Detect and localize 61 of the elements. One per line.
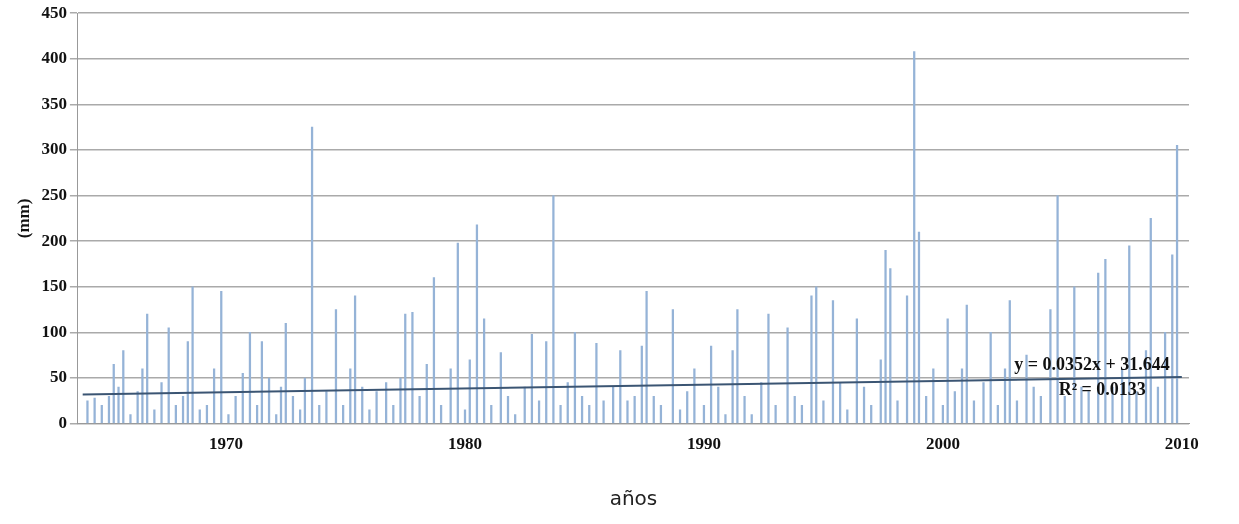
y-tick-label: 350 xyxy=(41,93,67,113)
bar xyxy=(418,395,421,424)
y-tick-label: 50 xyxy=(49,367,67,387)
bar xyxy=(375,391,378,424)
bar xyxy=(86,400,89,424)
bar xyxy=(972,400,976,424)
bar xyxy=(1025,354,1028,424)
bar xyxy=(982,382,985,424)
bar xyxy=(537,400,541,424)
y-tick-label: 300 xyxy=(41,139,67,159)
bar xyxy=(275,414,278,424)
x-tick-label: 2000 xyxy=(925,434,960,454)
bar xyxy=(117,386,120,424)
bar xyxy=(810,295,813,424)
bar xyxy=(1015,400,1019,424)
y-tick-label: 400 xyxy=(41,48,67,68)
bar xyxy=(325,391,328,424)
bar xyxy=(399,377,402,424)
bar xyxy=(411,312,414,424)
bar xyxy=(595,343,598,424)
y-tick-label: 100 xyxy=(41,321,67,341)
x-tick-label: 1970 xyxy=(209,434,244,454)
bar xyxy=(896,400,899,424)
y-tick-label: 450 xyxy=(41,2,67,22)
bar xyxy=(129,414,132,424)
bar xyxy=(234,395,237,424)
y-tick-label: 250 xyxy=(41,184,67,204)
bar xyxy=(724,414,727,424)
annotation: R² = 0.0133 xyxy=(1058,378,1146,399)
y-tick-label: 0 xyxy=(58,412,67,432)
bar xyxy=(552,195,555,424)
bar xyxy=(731,350,734,424)
x-tick-label: 1990 xyxy=(686,434,721,454)
bar xyxy=(645,291,648,424)
bar xyxy=(626,400,629,424)
bar xyxy=(1080,386,1083,424)
x-tick-label: 1980 xyxy=(447,434,482,454)
bar xyxy=(774,405,777,424)
bar xyxy=(767,313,770,424)
bar xyxy=(786,327,789,424)
bar xyxy=(693,368,696,424)
bar xyxy=(743,395,746,424)
y-tick-label: 150 xyxy=(41,276,67,296)
bar xyxy=(559,405,562,424)
bar xyxy=(822,400,825,424)
bar xyxy=(368,409,371,424)
bar xyxy=(514,414,517,424)
bar xyxy=(191,286,194,424)
bar xyxy=(750,414,753,424)
bar xyxy=(602,400,605,424)
y-tick-label: 200 xyxy=(41,230,67,250)
bar xyxy=(227,414,230,424)
bar xyxy=(736,309,739,424)
y-axis-title: (mm) xyxy=(13,198,33,239)
bar xyxy=(93,397,96,424)
x-tick-label: 2010 xyxy=(1164,434,1199,454)
annotation: y = 0.0352x + 31.644 xyxy=(1014,353,1170,374)
x-axis-title: años xyxy=(609,486,658,511)
bar xyxy=(160,382,163,424)
bar xyxy=(884,249,887,424)
bar xyxy=(141,368,144,424)
